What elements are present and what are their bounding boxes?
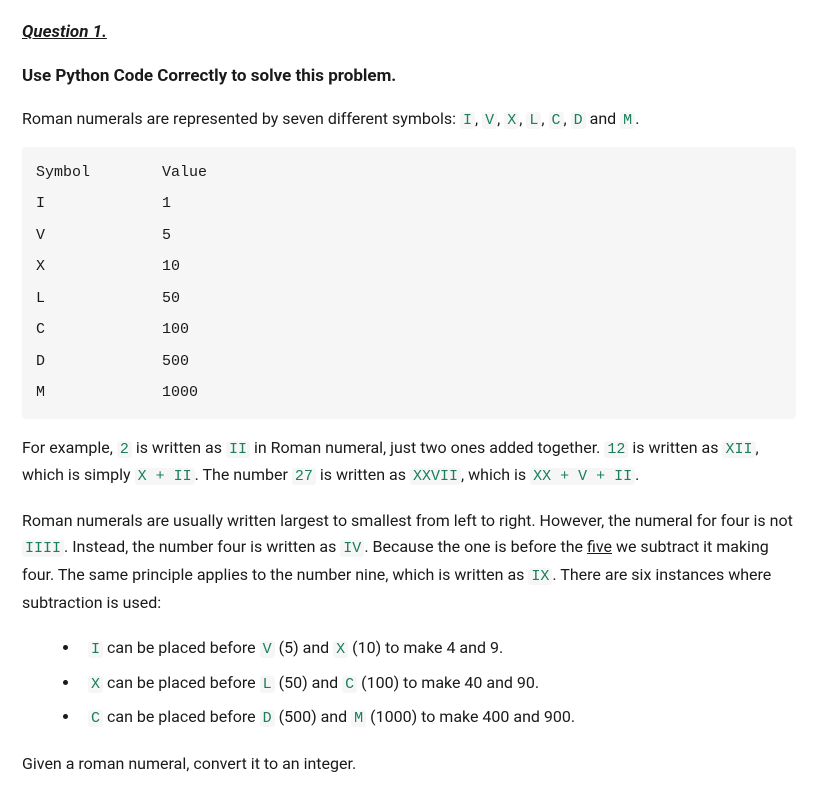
bullet-code-a: I (88, 641, 103, 658)
bullet-code-a: X (88, 676, 103, 693)
symbol-x: X (504, 112, 519, 129)
subtraction-bullets: I can be placed before V (5) and X (10) … (22, 634, 796, 732)
bullet-item: X can be placed before L (50) and C (100… (80, 669, 796, 698)
intro-and: and (586, 109, 621, 128)
bullet-text: can be placed before (103, 673, 260, 692)
bullet-text: (10) to make 4 and 9. (348, 638, 503, 657)
example-paragraph: For example, 2 is written as II in Roman… (22, 435, 796, 491)
code-iiii: IIII (22, 540, 64, 557)
symbol-v: V (482, 112, 497, 129)
text: , which is (461, 465, 530, 484)
text: . The number (195, 465, 292, 484)
intro-text-pre: Roman numerals are represented by seven … (22, 109, 460, 128)
bullet-code-c: X (333, 641, 348, 658)
bullet-text: (100) to make 40 and 90. (357, 673, 539, 692)
code-xx-v-ii: XX + V + II (530, 468, 635, 485)
underlined-five: five (587, 537, 612, 556)
text: is written as (132, 438, 226, 457)
question-subtitle: Use Python Code Correctly to solve this … (22, 64, 796, 90)
code-ix: IX (528, 568, 552, 585)
bullet-text: (1000) to make 400 and 900. (366, 707, 575, 726)
intro-paragraph: Roman numerals are represented by seven … (22, 107, 796, 133)
bullet-text: can be placed before (103, 638, 260, 657)
text: . Because the one is before the (364, 537, 587, 556)
subtraction-paragraph: Roman numerals are usually written large… (22, 508, 796, 616)
symbol-m: M (620, 112, 635, 129)
symbol-c: C (549, 112, 564, 129)
code-12: 12 (604, 441, 628, 458)
final-instruction: Given a roman numeral, convert it to an … (22, 752, 796, 776)
symbol-l: L (526, 112, 541, 129)
text: is written as (316, 465, 410, 484)
code-iv: IV (340, 540, 364, 557)
text: For example, (22, 438, 117, 457)
bullet-code-c: M (351, 710, 366, 727)
sep: , (564, 109, 571, 128)
bullet-code-b: L (260, 676, 275, 693)
symbol-value-table: Symbol Value I 1 V 5 X 10 L 50 C 100 D 5… (22, 147, 796, 419)
code-ii: II (226, 441, 250, 458)
text: in Roman numeral, just two ones added to… (250, 438, 604, 457)
sep: , (541, 109, 548, 128)
bullet-item: C can be placed before D (500) and M (10… (80, 703, 796, 732)
intro-text-post: . (635, 109, 639, 128)
bullet-code-a: C (88, 710, 103, 727)
text: is written as (628, 438, 722, 457)
text: . Instead, the number four is written as (64, 537, 340, 556)
symbol-d: D (571, 112, 586, 129)
code-27: 27 (292, 468, 316, 485)
bullet-item: I can be placed before V (5) and X (10) … (80, 634, 796, 663)
bullet-code-c: C (342, 676, 357, 693)
text: . (635, 465, 639, 484)
code-xxvii: XXVII (410, 468, 461, 485)
code-2: 2 (117, 441, 132, 458)
bullet-text: (5) and (275, 638, 334, 657)
code-x-plus-ii: X + II (135, 468, 195, 485)
question-label: Question 1. (22, 20, 796, 46)
bullet-text: can be placed before (103, 707, 260, 726)
bullet-text: (50) and (275, 673, 343, 692)
symbol-i: I (460, 112, 475, 129)
bullet-code-b: D (260, 710, 275, 727)
bullet-text: (500) and (275, 707, 352, 726)
code-xii: XII (722, 441, 755, 458)
bullet-code-b: V (260, 641, 275, 658)
text: Roman numerals are usually written large… (22, 511, 793, 530)
